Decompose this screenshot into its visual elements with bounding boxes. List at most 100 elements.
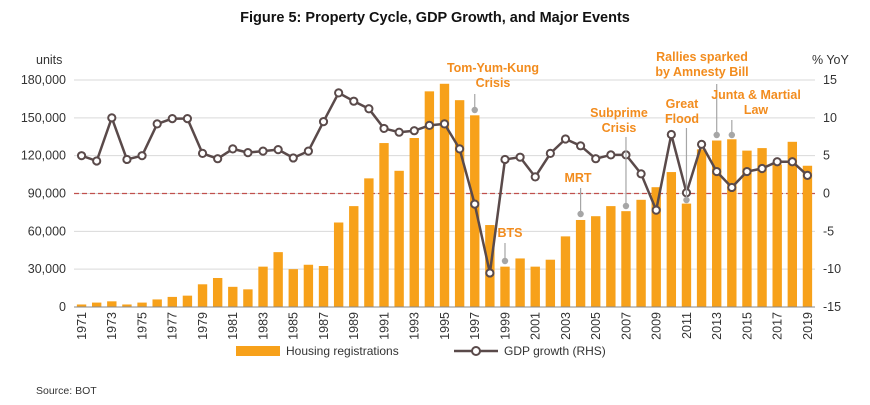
gdp-point-1978 <box>182 113 193 124</box>
bar-1999 <box>500 266 510 307</box>
left-axis-unit: units <box>36 53 62 67</box>
bar-2016 <box>757 148 767 307</box>
gdp-point-2012 <box>696 139 707 149</box>
x-tick-label: 2005 <box>589 312 603 340</box>
gdp-point-2002 <box>545 148 555 158</box>
gdp-point-1994 <box>424 120 434 131</box>
axes: 0 30,000 60,000 90,000 120,000 150,000 180,000… <box>21 73 841 340</box>
legend-label-bars: Housing registrations <box>286 344 399 358</box>
gdp-point-1992 <box>394 127 404 137</box>
x-tick-label: 1985 <box>287 312 301 340</box>
gdp-point-2017 <box>772 157 782 167</box>
x-tick-label: 1979 <box>196 312 210 340</box>
bar-1985 <box>288 269 298 307</box>
gdp-point-1985 <box>288 153 298 163</box>
gdp-point-2019 <box>802 170 813 180</box>
annotation-label: BTS <box>498 226 523 240</box>
gdp-point-1983 <box>258 146 268 156</box>
y-left-tick-label: 30,000 <box>28 262 66 276</box>
annotation-dot <box>713 131 720 139</box>
bar-2009 <box>651 187 661 307</box>
gdp-point-1974 <box>122 154 132 165</box>
x-tick-label: 1983 <box>256 312 270 340</box>
bar-1973 <box>107 301 117 307</box>
bar-1989 <box>349 206 359 307</box>
x-tick-label: 1981 <box>226 312 240 340</box>
annotation-label: Flood <box>665 112 699 126</box>
bar-1988 <box>333 222 344 307</box>
y-left-tick-label: 180,000 <box>21 73 66 87</box>
gdp-point-1995 <box>439 119 450 129</box>
gdp-point-2005 <box>591 154 601 164</box>
gdp-point-1973 <box>107 113 117 123</box>
annotations: Tom-Yum-KungCrisisBTSMRTSubprimeCrisisGr… <box>447 50 801 265</box>
annotation-dot <box>622 202 630 210</box>
bar-1986 <box>303 264 314 307</box>
annotation-dot <box>471 106 478 114</box>
bar-2003 <box>560 236 571 307</box>
x-tick-label: 2017 <box>771 312 785 340</box>
x-tick-label: 2009 <box>650 312 664 340</box>
gdp-point-1975 <box>137 151 147 161</box>
gdp-point-1998 <box>485 268 495 278</box>
annotation-label: MRT <box>564 171 591 185</box>
y-right-tick-label: 10 <box>823 111 837 125</box>
x-tick-label: 1991 <box>377 312 391 340</box>
gdp-point-1976 <box>152 119 162 129</box>
bar-1974 <box>122 304 132 307</box>
bar-1984 <box>273 252 283 307</box>
bar-1995 <box>439 83 450 308</box>
x-tick-label: 1989 <box>347 312 361 340</box>
x-tick-label: 2003 <box>559 312 573 340</box>
bar-2015 <box>742 150 752 307</box>
bar-1971 <box>76 304 87 307</box>
gdp-point-2006 <box>606 150 616 160</box>
bar-1987 <box>318 266 329 307</box>
bar-2014 <box>727 139 737 307</box>
bar-2018 <box>787 141 798 307</box>
bar-1980 <box>212 277 223 307</box>
annotation-label: by Amnesty Bill <box>655 65 748 79</box>
annotation-label: Junta & Martial <box>711 88 801 102</box>
x-tick-label: 1997 <box>468 312 482 340</box>
bar-1978 <box>182 295 193 307</box>
annotation-label: Subprime <box>590 106 648 120</box>
bar-1994 <box>424 91 435 307</box>
bar-series <box>76 83 813 308</box>
gdp-point-1988 <box>334 88 344 98</box>
annotation-dot <box>577 210 584 218</box>
bar-2005 <box>591 216 601 307</box>
bar-2011 <box>681 203 692 307</box>
bar-2017 <box>772 164 782 307</box>
annotation-label: Law <box>744 103 769 117</box>
x-tick-label: 2019 <box>801 312 815 340</box>
gdp-point-2001 <box>530 172 540 182</box>
bar-2012 <box>696 149 707 307</box>
x-tick-label: 2007 <box>619 312 633 340</box>
x-tick-label: 1999 <box>498 312 512 340</box>
x-tick-label: 1971 <box>75 312 89 340</box>
legend-swatch-marker <box>471 346 481 356</box>
bar-2000 <box>515 258 525 307</box>
gdp-point-1996 <box>455 144 465 154</box>
bar-1990 <box>364 178 374 307</box>
y-left-tick-label: 150,000 <box>21 111 66 125</box>
bar-1983 <box>258 266 268 307</box>
bar-2019 <box>802 165 813 307</box>
gdp-point-1984 <box>273 145 283 155</box>
right-axis-unit: % YoY <box>812 53 850 67</box>
y-right-tick-label: 5 <box>823 149 830 163</box>
bar-1977 <box>167 296 177 307</box>
source-note: Source: BOT <box>36 385 97 397</box>
annotation-label: Great <box>666 97 699 111</box>
bar-1991 <box>379 143 389 307</box>
bar-1979 <box>197 284 208 307</box>
gdp-point-1993 <box>409 126 419 136</box>
y-left-tick-label: 120,000 <box>21 149 66 163</box>
gdp-point-2013 <box>712 166 722 177</box>
gdp-point-2000 <box>515 152 525 162</box>
bar-2001 <box>530 266 540 307</box>
gdp-point-1986 <box>303 146 313 156</box>
y-right-tick-label: -10 <box>823 262 841 276</box>
